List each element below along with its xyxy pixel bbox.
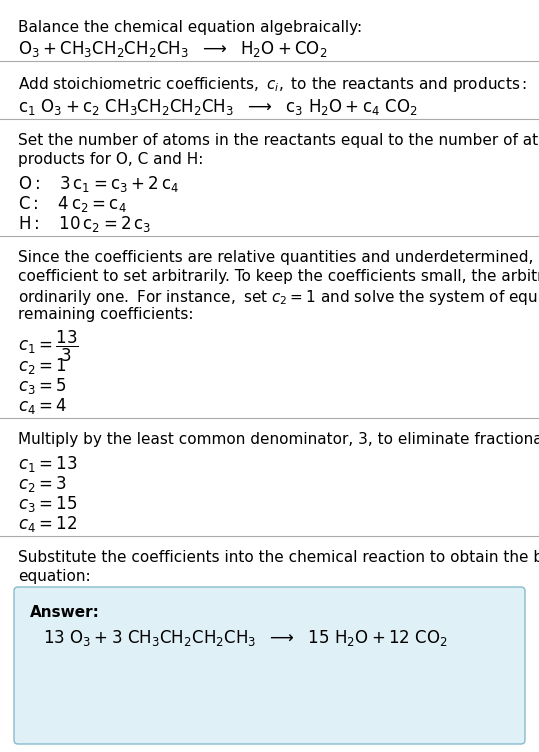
Text: coefficient to set arbitrarily. To keep the coefficients small, the arbitrary va: coefficient to set arbitrarily. To keep … [18, 269, 539, 284]
Text: $c_2 = 3$: $c_2 = 3$ [18, 474, 67, 494]
Text: $c_4 = 12$: $c_4 = 12$ [18, 514, 77, 534]
Text: $\mathrm{ordinarily\ one.\ For\ instance,\ set\ }c_2 = 1\mathrm{\ and\ solve\ th: $\mathrm{ordinarily\ one.\ For\ instance… [18, 288, 539, 307]
Text: Substitute the coefficients into the chemical reaction to obtain the balanced: Substitute the coefficients into the che… [18, 550, 539, 565]
Text: products for O, C and H:: products for O, C and H: [18, 152, 203, 167]
FancyBboxPatch shape [14, 587, 525, 744]
Text: $\mathrm{C{:}\ \ \ 4\,c_2 = c_4}$: $\mathrm{C{:}\ \ \ 4\,c_2 = c_4}$ [18, 194, 127, 214]
Text: Answer:: Answer: [30, 605, 100, 620]
Text: Balance the chemical equation algebraically:: Balance the chemical equation algebraica… [18, 20, 362, 35]
Text: remaining coefficients:: remaining coefficients: [18, 307, 194, 322]
Text: $c_3 = 15$: $c_3 = 15$ [18, 494, 77, 514]
Text: $\mathrm{O{:}\ \ \ 3\,c_1 = c_3 + 2\,c_4}$: $\mathrm{O{:}\ \ \ 3\,c_1 = c_3 + 2\,c_4… [18, 174, 179, 194]
Text: $\mathrm{13\ O_3 + 3\ CH_3CH_2CH_2CH_3 \ \ \longrightarrow \ \ 15\ H_2O + 12\ CO: $\mathrm{13\ O_3 + 3\ CH_3CH_2CH_2CH_3 \… [43, 628, 448, 648]
Text: Multiply by the least common denominator, 3, to eliminate fractional coefficient: Multiply by the least common denominator… [18, 432, 539, 447]
Text: Set the number of atoms in the reactants equal to the number of atoms in the: Set the number of atoms in the reactants… [18, 133, 539, 148]
Text: $c_1 = 13$: $c_1 = 13$ [18, 454, 77, 474]
Text: $c_2 = 1$: $c_2 = 1$ [18, 356, 67, 376]
Text: equation:: equation: [18, 569, 91, 584]
Text: $\mathrm{O_3 + CH_3CH_2CH_2CH_3 \ \ \longrightarrow \ \ H_2O + CO_2}$: $\mathrm{O_3 + CH_3CH_2CH_2CH_3 \ \ \lon… [18, 39, 327, 59]
Text: $\mathrm{Add\ stoichiometric\ coefficients,\ }c_i\mathrm{,\ to\ the\ reactants\ : $\mathrm{Add\ stoichiometric\ coefficien… [18, 75, 527, 94]
Text: $c_1 = \dfrac{13}{3}$: $c_1 = \dfrac{13}{3}$ [18, 329, 79, 364]
Text: Since the coefficients are relative quantities and underdetermined, choose a: Since the coefficients are relative quan… [18, 250, 539, 265]
Text: $\mathrm{H{:}\ \ \ 10\,c_2 = 2\,c_3}$: $\mathrm{H{:}\ \ \ 10\,c_2 = 2\,c_3}$ [18, 214, 151, 234]
Text: $\mathrm{c_1\ O_3 + c_2\ CH_3CH_2CH_2CH_3 \ \ \longrightarrow \ \ c_3\ H_2O + c_: $\mathrm{c_1\ O_3 + c_2\ CH_3CH_2CH_2CH_… [18, 97, 418, 117]
Text: $c_4 = 4$: $c_4 = 4$ [18, 396, 67, 416]
Text: $c_3 = 5$: $c_3 = 5$ [18, 376, 66, 396]
